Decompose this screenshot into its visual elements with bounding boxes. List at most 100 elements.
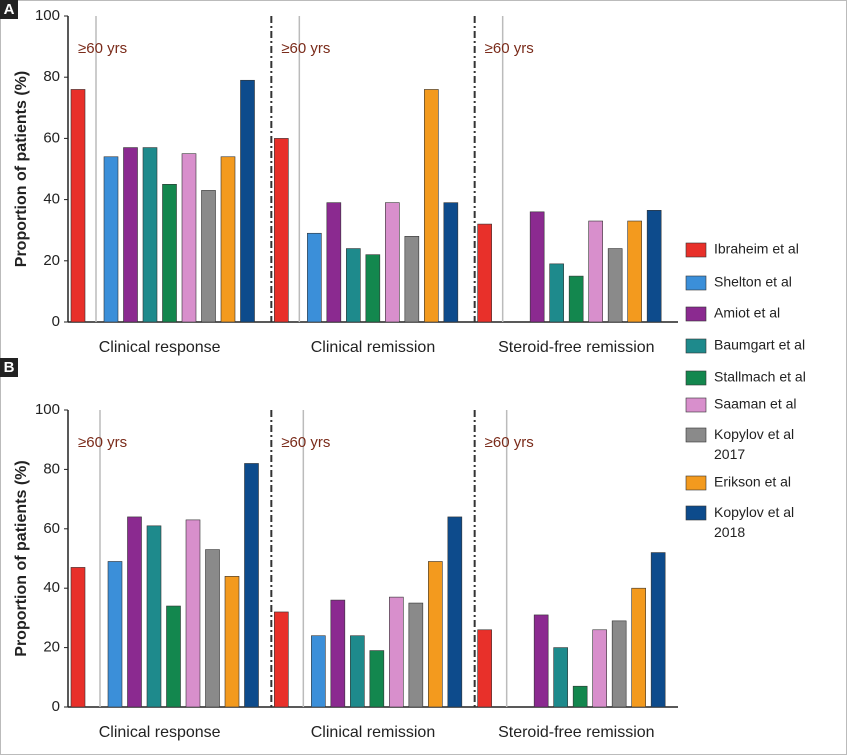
bar <box>350 635 365 708</box>
legend-label: Kopylov et al 2017 <box>714 426 794 462</box>
bar <box>307 232 322 323</box>
bar <box>447 516 463 708</box>
y-tick-label: 0 <box>52 313 60 330</box>
bar <box>477 629 492 708</box>
panel-label-box <box>0 0 18 19</box>
bar <box>330 599 346 708</box>
bar <box>568 275 584 323</box>
y-tick-label: 20 <box>43 639 60 656</box>
bar <box>404 236 420 323</box>
bar <box>123 147 138 323</box>
panel-label: B <box>4 359 15 376</box>
legend-label: Baumgart et al <box>714 337 805 353</box>
bar <box>646 210 662 323</box>
bar <box>185 519 201 708</box>
legend-label: Erikson et al <box>714 474 791 490</box>
bar <box>365 254 381 323</box>
y-axis-label: Proportion of patients (%) <box>13 460 30 656</box>
bar <box>162 184 177 323</box>
legend-label: Ibraheim et al <box>714 241 799 257</box>
bar <box>477 223 492 323</box>
bar <box>385 202 400 323</box>
y-tick-label: 20 <box>43 252 60 269</box>
y-tick-label: 0 <box>52 698 60 715</box>
panel-label: A <box>4 1 15 18</box>
bar <box>389 596 404 708</box>
legend-swatch <box>685 275 707 291</box>
bar <box>205 549 220 708</box>
bar <box>424 89 439 323</box>
bar <box>70 89 86 323</box>
bar <box>70 567 86 708</box>
x-tick-label: Clinical remission <box>311 724 435 741</box>
bar <box>181 153 197 323</box>
x-tick-label: Clinical remission <box>311 339 435 356</box>
bar <box>592 629 607 708</box>
bar <box>443 202 459 323</box>
bar <box>611 620 627 708</box>
annotation: ≥60 yrs <box>281 40 330 57</box>
legend-swatch <box>685 242 707 258</box>
x-tick-label: Steroid-free remission <box>498 724 655 741</box>
legend-swatch <box>685 370 707 386</box>
legend-swatch <box>685 475 707 491</box>
y-tick-label: 40 <box>43 579 60 596</box>
legend-label: Stallmach et al <box>714 369 806 385</box>
bar <box>166 605 181 708</box>
y-tick-label: 60 <box>43 129 60 146</box>
bar <box>428 561 443 708</box>
annotation: ≥60 yrs <box>281 434 330 451</box>
legend-label: Shelton et al <box>714 274 792 290</box>
legend-swatch <box>685 306 707 322</box>
bar <box>572 685 588 708</box>
annotation: ≥60 yrs <box>78 40 127 57</box>
bar <box>408 602 424 708</box>
bar <box>201 190 216 323</box>
y-tick-label: 60 <box>43 520 60 537</box>
bar <box>142 147 158 323</box>
bar <box>369 650 385 708</box>
bar <box>244 463 259 708</box>
y-tick-label: 40 <box>43 191 60 208</box>
y-tick-label: 80 <box>43 460 60 477</box>
bar <box>107 561 123 708</box>
legend-label: Amiot et al <box>714 305 780 321</box>
legend-label: Kopylov et al 2018 <box>714 504 794 540</box>
bar <box>326 202 342 323</box>
bar <box>240 79 255 323</box>
bar <box>588 220 603 323</box>
bar <box>607 248 623 323</box>
y-tick-label: 80 <box>43 68 60 85</box>
bar <box>627 220 642 323</box>
bar <box>529 211 545 323</box>
legend-swatch <box>685 427 707 443</box>
bar <box>650 552 666 708</box>
bar <box>220 156 236 323</box>
bar <box>631 587 646 708</box>
legend-label: Saaman et al <box>714 396 797 412</box>
bar <box>346 248 361 323</box>
bar <box>553 647 568 708</box>
bar <box>127 516 142 708</box>
y-tick-label: 100 <box>35 7 60 24</box>
bar <box>274 611 289 708</box>
panel-label-box <box>0 358 18 377</box>
x-tick-label: Clinical response <box>99 724 221 741</box>
annotation: ≥60 yrs <box>78 434 127 451</box>
x-tick-label: Clinical response <box>99 339 221 356</box>
bar <box>274 138 289 323</box>
bar <box>549 263 564 323</box>
annotation: ≥60 yrs <box>485 40 534 57</box>
bar <box>224 576 240 708</box>
bar <box>146 525 162 708</box>
legend-swatch <box>685 338 707 354</box>
bar <box>533 614 549 708</box>
y-axis-label: Proportion of patients (%) <box>13 71 30 267</box>
x-tick-label: Steroid-free remission <box>498 339 655 356</box>
y-tick-label: 100 <box>35 401 60 418</box>
bar <box>311 635 326 708</box>
annotation: ≥60 yrs <box>485 434 534 451</box>
legend-swatch <box>685 505 707 521</box>
bar <box>103 156 119 323</box>
